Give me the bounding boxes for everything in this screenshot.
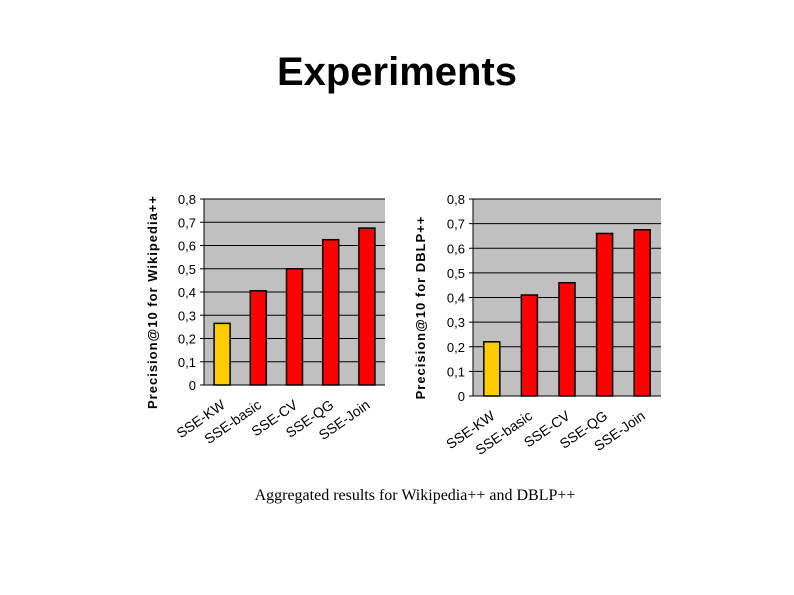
y-tick-label: 0,4 [178, 285, 196, 300]
y-tick-label: 0,5 [447, 266, 465, 281]
bar [558, 281, 576, 397]
chart-wikipedia: 00,10,20,30,40,50,60,70,8SSE-KWSSE-basic… [145, 192, 385, 447]
y-tick-label: 0,3 [447, 315, 465, 330]
bar [321, 238, 340, 386]
y-tick-label: 0 [458, 389, 465, 404]
bar [633, 229, 651, 397]
y-tick-label: 0,8 [447, 192, 465, 207]
bar [595, 232, 614, 397]
y-tick-label: 0,6 [447, 241, 465, 256]
bar [358, 227, 376, 386]
y-tick-label: 0 [189, 378, 196, 393]
y-tick-label: 0,2 [447, 340, 465, 355]
y-tick-label: 0,4 [447, 291, 465, 306]
bar [249, 290, 268, 386]
y-tick-label: 0,2 [178, 332, 196, 347]
y-axis-label: Precision@10 for DBLP++ [413, 216, 428, 400]
y-axis-label: Precision@10 for Wikipedia++ [145, 195, 160, 409]
slide-title: Experiments [276, 50, 518, 94]
slide-caption: Aggregated results for Wikipedia++ and D… [254, 487, 576, 504]
y-tick-label: 0,1 [178, 355, 196, 370]
bar [520, 294, 539, 397]
y-tick-label: 0,3 [178, 308, 196, 323]
chart-dblp: 00,10,20,30,40,50,60,70,8SSE-KWSSE-basic… [413, 192, 661, 458]
y-tick-label: 0,7 [178, 215, 196, 230]
y-tick-label: 0,1 [447, 364, 465, 379]
y-tick-label: 0,5 [178, 262, 196, 277]
bar [483, 341, 501, 397]
y-tick-label: 0,6 [178, 239, 196, 254]
bar [285, 268, 304, 386]
y-tick-label: 0,7 [447, 217, 465, 232]
bar [213, 322, 231, 386]
y-tick-label: 0,8 [178, 192, 196, 207]
